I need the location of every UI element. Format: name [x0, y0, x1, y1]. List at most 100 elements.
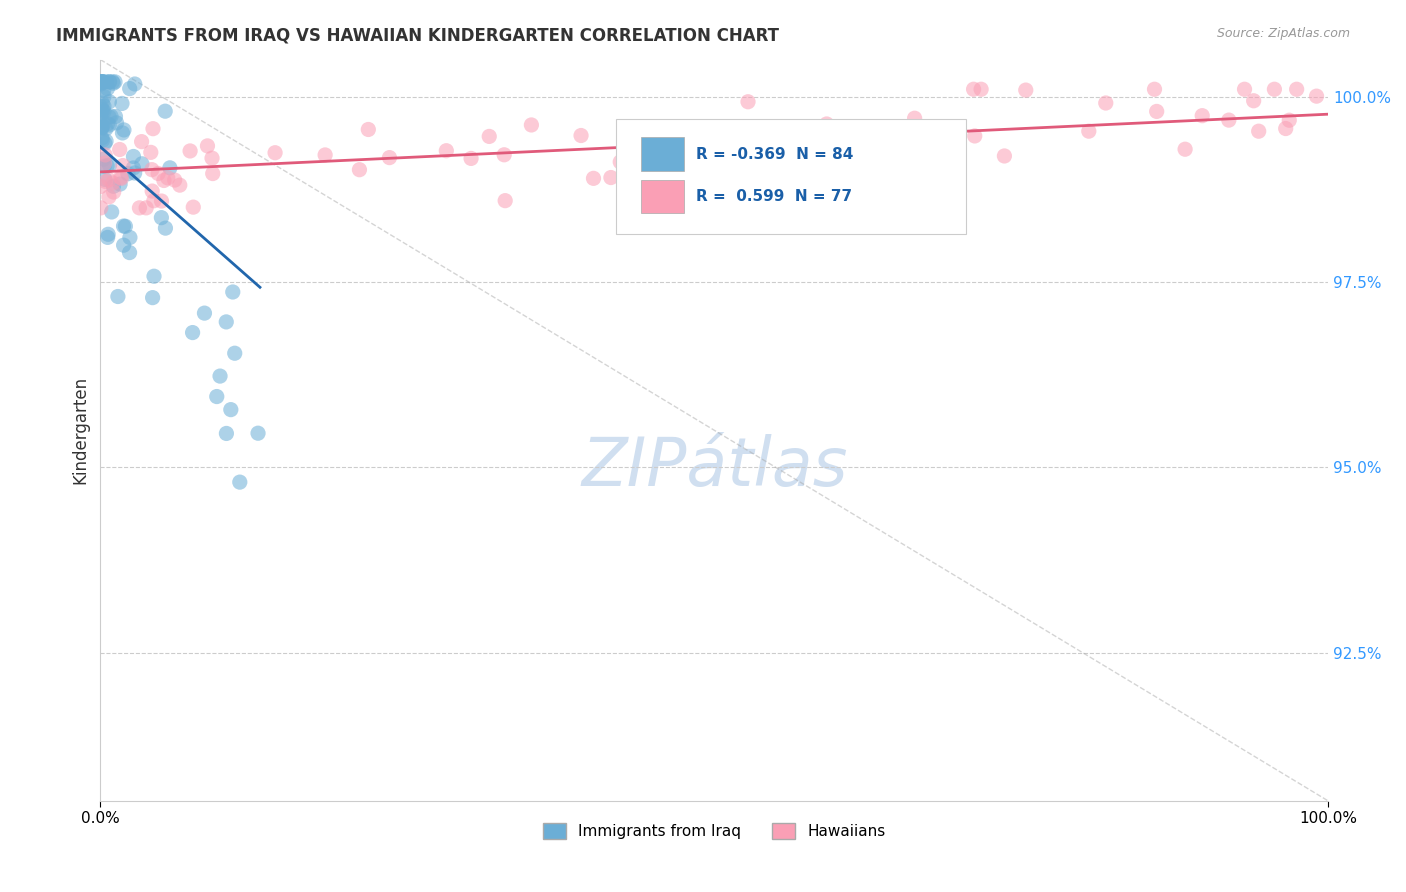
Immigrants from Iraq [112, 219, 135, 233]
Hawaiians [142, 121, 165, 136]
Immigrants from Iraq [114, 219, 136, 234]
Hawaiians [201, 151, 224, 165]
Immigrants from Iraq [93, 159, 115, 173]
Immigrants from Iraq [94, 134, 117, 148]
Immigrants from Iraq [159, 161, 181, 175]
Text: Source: ZipAtlas.com: Source: ZipAtlas.com [1216, 27, 1350, 40]
Hawaiians [314, 148, 336, 162]
Hawaiians [108, 143, 131, 157]
Immigrants from Iraq [94, 121, 117, 136]
Immigrants from Iraq [222, 285, 245, 299]
Immigrants from Iraq [96, 81, 118, 95]
Hawaiians [600, 170, 623, 185]
Hawaiians [904, 112, 927, 126]
Hawaiians [1015, 83, 1038, 97]
Immigrants from Iraq [122, 149, 145, 163]
Hawaiians [963, 128, 986, 143]
Immigrants from Iraq [100, 205, 122, 219]
Immigrants from Iraq [94, 136, 117, 151]
Hawaiians [1263, 82, 1285, 96]
Immigrants from Iraq [91, 120, 114, 135]
Immigrants from Iraq [142, 291, 165, 305]
Immigrants from Iraq [94, 172, 117, 186]
Hawaiians [1146, 104, 1168, 119]
Bar [641, 137, 683, 170]
Hawaiians [824, 133, 846, 147]
Hawaiians [90, 201, 112, 215]
Immigrants from Iraq [98, 110, 121, 124]
Hawaiians [97, 190, 120, 204]
Immigrants from Iraq [98, 118, 121, 132]
Immigrants from Iraq [91, 75, 114, 89]
Immigrants from Iraq [98, 75, 121, 89]
Hawaiians [90, 179, 112, 194]
Immigrants from Iraq [107, 289, 129, 303]
Immigrants from Iraq [90, 75, 112, 89]
Hawaiians [650, 138, 672, 153]
Hawaiians [128, 201, 150, 215]
Immigrants from Iraq [93, 83, 115, 97]
Text: R =  0.599  N = 77: R = 0.599 N = 77 [696, 189, 852, 204]
Immigrants from Iraq [93, 89, 115, 103]
Hawaiians [970, 82, 993, 96]
Immigrants from Iraq [91, 75, 114, 89]
Hawaiians [1174, 142, 1197, 156]
Immigrants from Iraq [91, 103, 114, 117]
Immigrants from Iraq [98, 95, 121, 109]
Hawaiians [887, 158, 910, 172]
Hawaiians [111, 159, 134, 173]
Hawaiians [1143, 82, 1166, 96]
Immigrants from Iraq [103, 76, 125, 90]
Text: IMMIGRANTS FROM IRAQ VS HAWAIIAN KINDERGARTEN CORRELATION CHART: IMMIGRANTS FROM IRAQ VS HAWAIIAN KINDERG… [56, 27, 779, 45]
Hawaiians [755, 128, 778, 142]
Immigrants from Iraq [96, 159, 118, 173]
Hawaiians [737, 95, 759, 109]
Immigrants from Iraq [91, 96, 114, 111]
Hawaiians [962, 82, 984, 96]
Immigrants from Iraq [101, 75, 124, 89]
Hawaiians [349, 162, 371, 177]
Hawaiians [520, 118, 543, 132]
Immigrants from Iraq [118, 230, 141, 244]
Immigrants from Iraq [124, 166, 146, 180]
Hawaiians [582, 171, 605, 186]
Immigrants from Iraq [215, 426, 238, 441]
Immigrants from Iraq [90, 77, 112, 91]
Hawaiians [141, 184, 163, 198]
Immigrants from Iraq [111, 96, 134, 111]
Hawaiians [153, 173, 176, 187]
Immigrants from Iraq [90, 100, 112, 114]
Text: ZIPátlas: ZIPátlas [581, 434, 848, 500]
Hawaiians [1233, 82, 1256, 96]
Immigrants from Iraq [96, 75, 118, 89]
Hawaiians [139, 145, 162, 160]
Hawaiians [1285, 82, 1308, 96]
Hawaiians [93, 156, 115, 170]
Hawaiians [150, 194, 173, 208]
Hawaiians [815, 117, 838, 131]
Immigrants from Iraq [112, 238, 135, 252]
Immigrants from Iraq [104, 75, 127, 89]
Hawaiians [135, 201, 157, 215]
Hawaiians [800, 137, 823, 152]
Immigrants from Iraq [91, 104, 114, 119]
Hawaiians [181, 200, 204, 214]
Hawaiians [103, 185, 125, 199]
Immigrants from Iraq [108, 177, 131, 191]
Hawaiians [142, 194, 165, 208]
Hawaiians [197, 139, 219, 153]
Immigrants from Iraq [91, 75, 114, 89]
Immigrants from Iraq [98, 75, 121, 89]
Immigrants from Iraq [90, 121, 112, 136]
Hawaiians [146, 166, 169, 180]
Hawaiians [357, 122, 380, 136]
Hawaiians [1191, 109, 1213, 123]
Immigrants from Iraq [105, 116, 128, 130]
Immigrants from Iraq [150, 211, 173, 225]
Hawaiians [156, 170, 179, 185]
Hawaiians [141, 162, 163, 177]
Hawaiians [1305, 89, 1327, 103]
Hawaiians [101, 176, 124, 190]
Hawaiians [494, 148, 516, 162]
Immigrants from Iraq [224, 346, 246, 360]
